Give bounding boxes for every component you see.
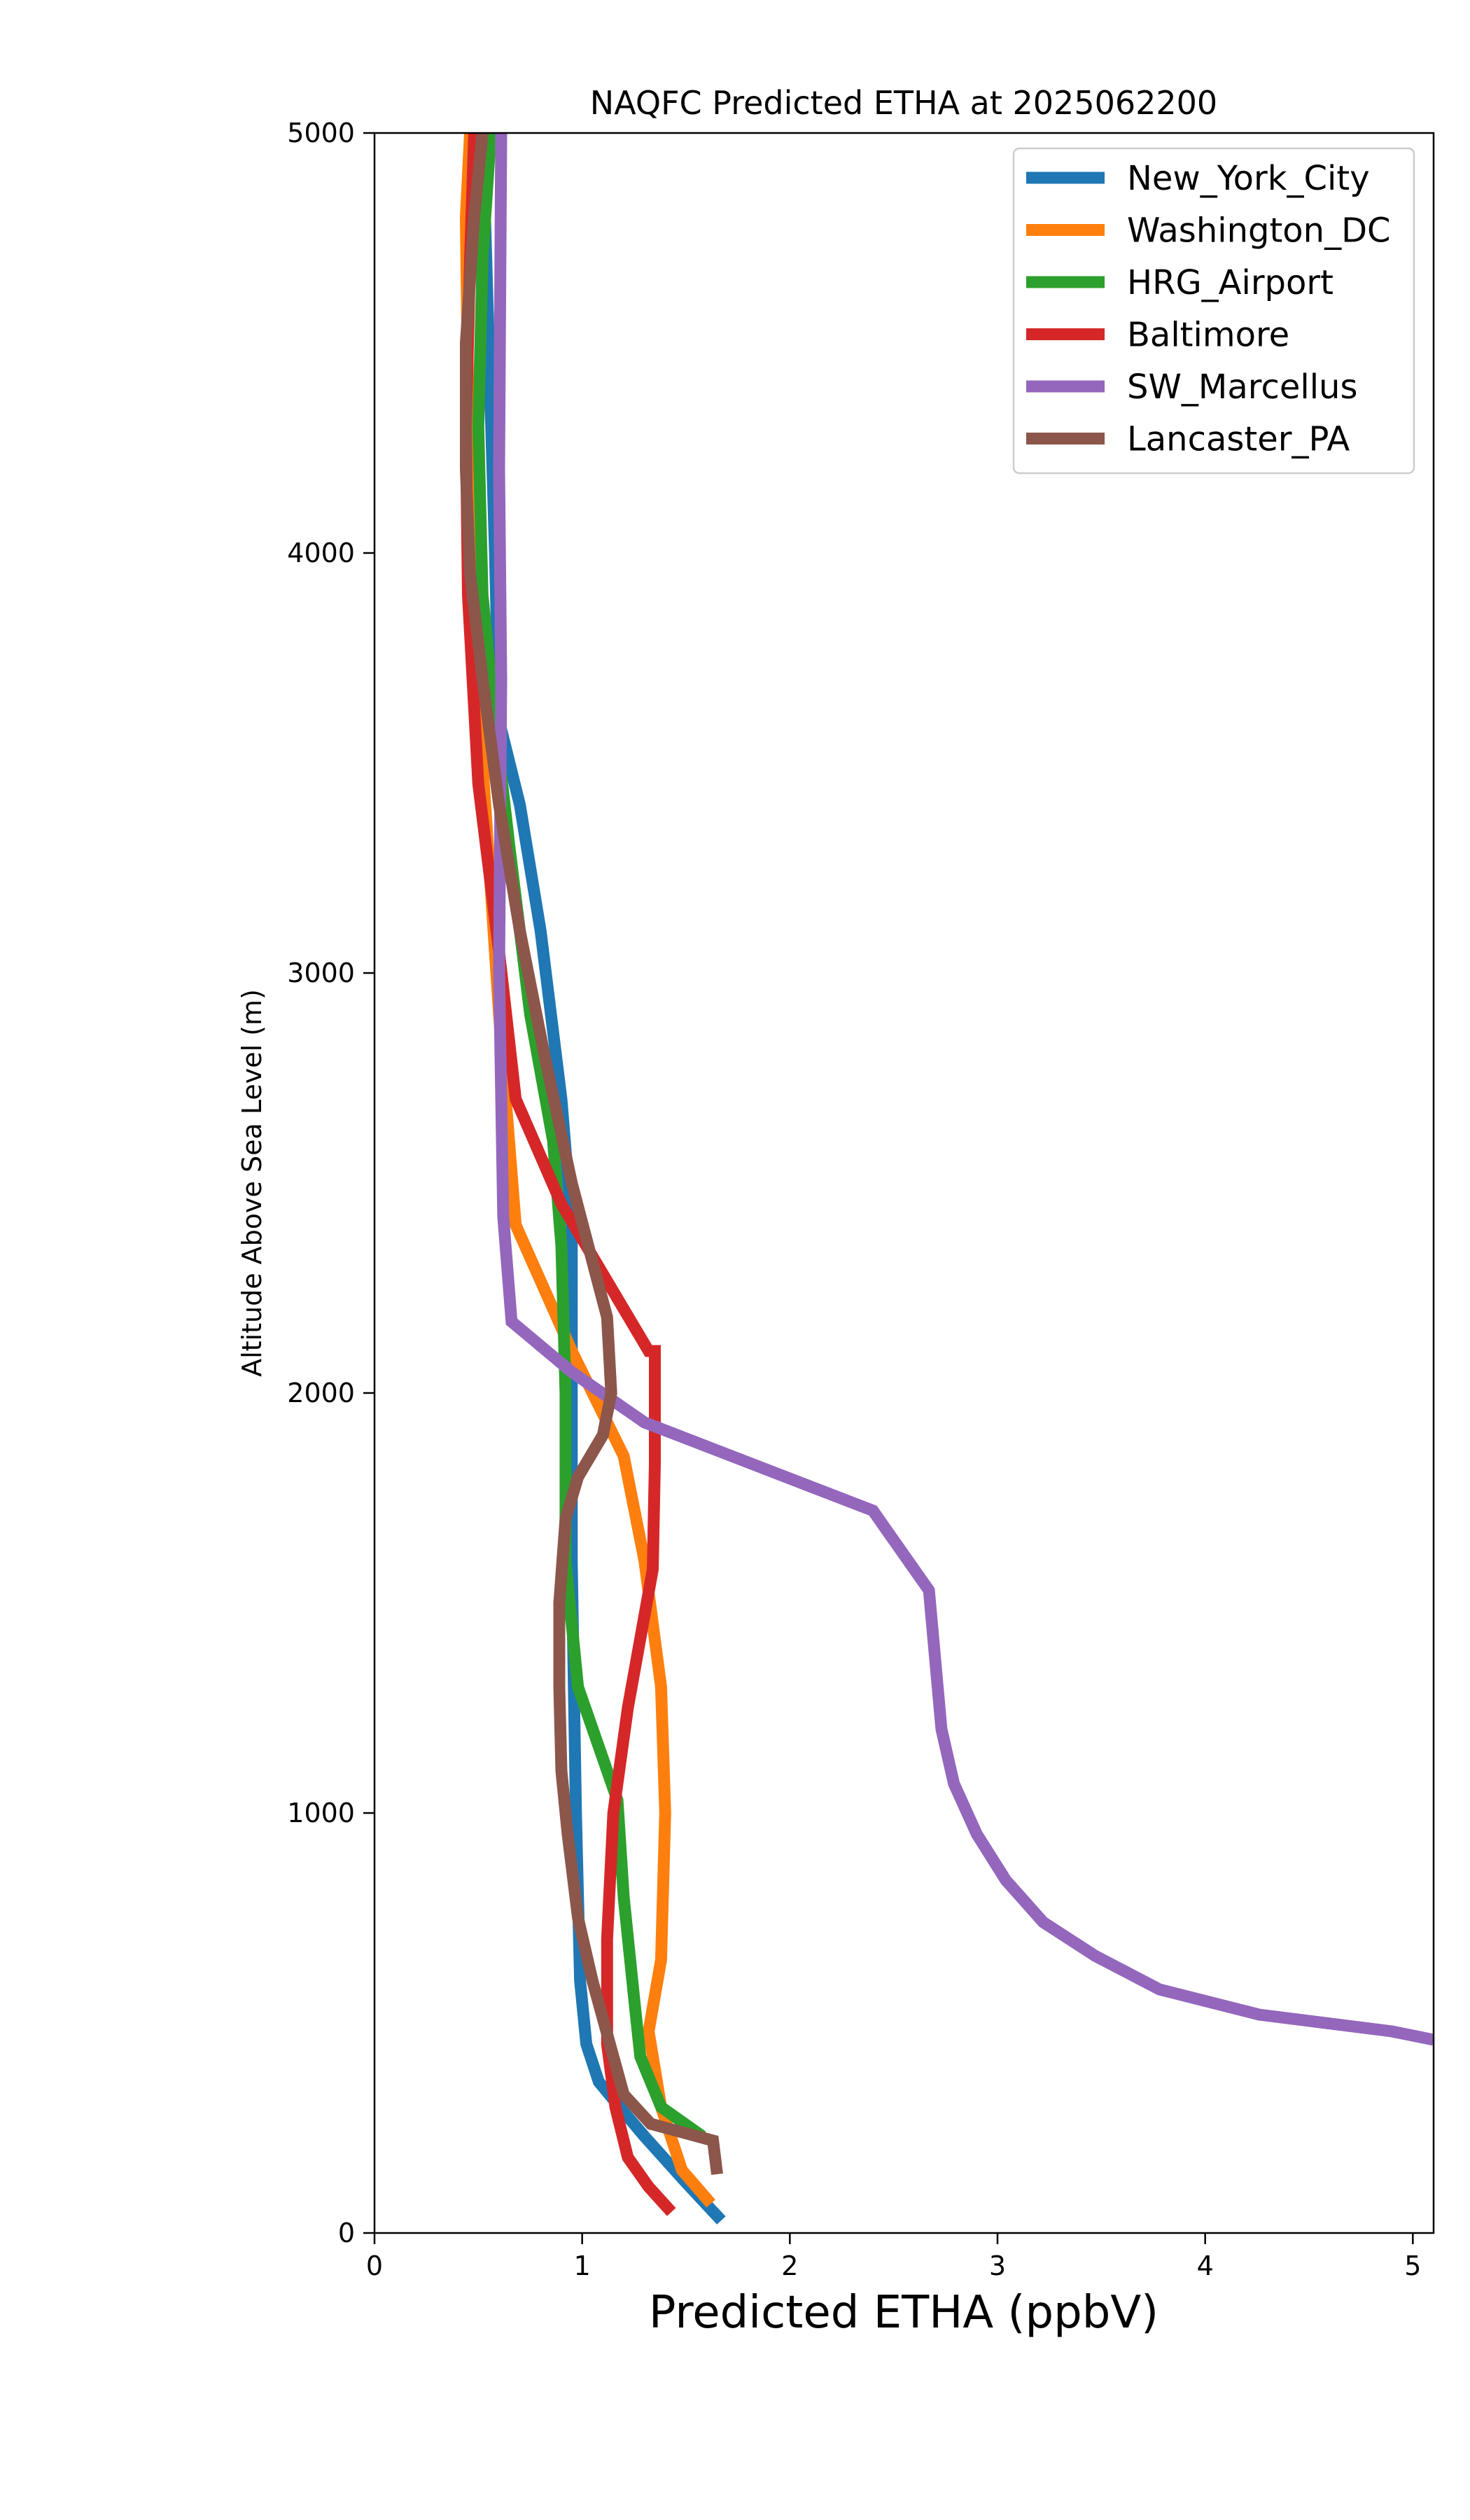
legend-box: [1012, 147, 1415, 475]
y-axis-label: Altitude Above Sea Level (m): [237, 989, 267, 1377]
legend: New_York_City Washington_DC HRG_Airport Bal…: [1012, 147, 1415, 475]
x-tick-label: 0: [366, 2250, 383, 2281]
y-tick-label: 2000: [287, 1378, 355, 1408]
plot-frame: [373, 132, 1435, 2234]
y-axis: 0 1000 2000 3000 4000 5000: [287, 118, 374, 2248]
series-line-lancaster-pa: [460, 133, 723, 2176]
x-axis-label: Predicted ETHA (ppbV): [649, 2287, 1158, 2339]
legend-label-sw-marcellus: SW_Marcellus: [1127, 368, 1357, 407]
x-tick-label: 3: [989, 2250, 1006, 2281]
y-tick-label: 0: [338, 2218, 355, 2248]
x-tick-label: 5: [1404, 2250, 1421, 2281]
series-line-sw-marcellus: [493, 133, 1434, 2046]
series-layer: [459, 133, 1434, 2225]
y-tick-label: 5000: [287, 118, 355, 148]
x-tick-label: 1: [574, 2250, 591, 2281]
chart-title: NAQFC Predicted ETHA at 2025062200: [590, 84, 1217, 122]
x-axis: 0 1 2 3 4 5: [366, 2233, 1421, 2281]
y-tick-label: 4000: [287, 538, 355, 568]
series-line-new-york-city: [476, 133, 726, 2225]
y-tick-label: 1000: [287, 1798, 355, 1828]
legend-label-lancaster-pa: Lancaster_PA: [1127, 420, 1350, 459]
series-line-hrg-airport: [472, 133, 706, 2141]
x-tick-label: 4: [1197, 2250, 1214, 2281]
legend-label-hrg-airport: HRG_Airport: [1127, 263, 1334, 302]
legend-label-baltimore: Baltimore: [1127, 316, 1289, 355]
legend-label-washington-dc: Washington_DC: [1127, 211, 1391, 251]
legend-label-new-york-city: New_York_City: [1127, 159, 1370, 198]
series-line-baltimore: [459, 133, 676, 2216]
y-tick-label: 3000: [287, 958, 355, 988]
x-tick-label: 2: [781, 2250, 798, 2281]
